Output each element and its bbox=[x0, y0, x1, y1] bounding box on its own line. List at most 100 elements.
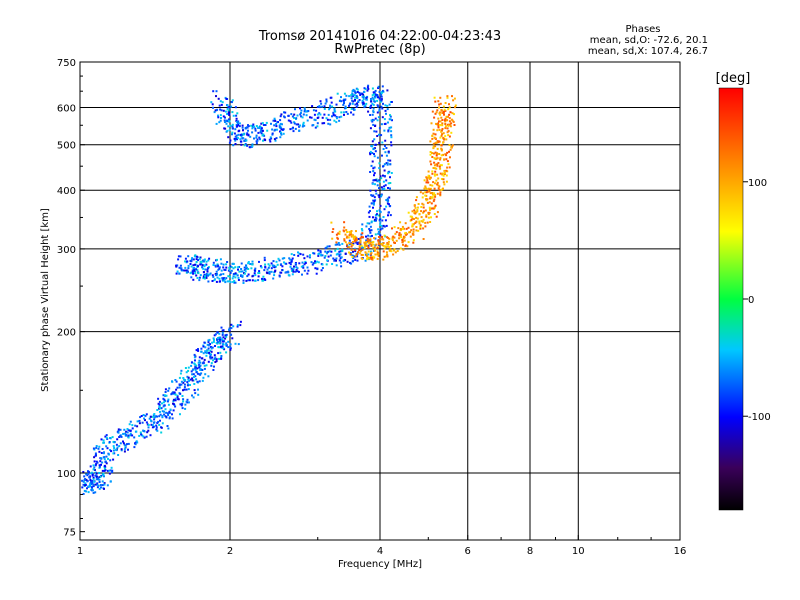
data-point bbox=[390, 126, 393, 129]
data-point bbox=[195, 258, 198, 261]
data-point bbox=[261, 277, 263, 280]
data-point bbox=[379, 100, 382, 103]
data-point bbox=[94, 491, 97, 494]
data-point bbox=[226, 113, 229, 115]
data-point bbox=[268, 138, 271, 141]
data-point bbox=[85, 490, 88, 493]
data-point bbox=[376, 213, 378, 216]
data-point bbox=[444, 109, 447, 112]
data-point bbox=[439, 113, 442, 116]
data-point bbox=[197, 388, 199, 391]
data-point bbox=[312, 252, 315, 255]
data-point bbox=[189, 272, 192, 275]
data-point bbox=[176, 394, 179, 397]
data-point bbox=[153, 416, 156, 419]
data-point bbox=[434, 194, 437, 197]
data-point bbox=[147, 426, 150, 429]
data-point bbox=[209, 356, 212, 359]
data-point bbox=[163, 413, 166, 416]
data-point bbox=[373, 155, 376, 158]
data-point bbox=[424, 225, 427, 228]
data-point bbox=[255, 125, 258, 127]
data-point bbox=[381, 188, 384, 191]
data-point bbox=[388, 246, 391, 248]
data-point bbox=[224, 334, 227, 337]
data-point bbox=[167, 403, 170, 406]
data-point bbox=[244, 143, 247, 145]
data-point bbox=[290, 113, 293, 116]
data-point bbox=[328, 250, 331, 253]
data-point bbox=[246, 275, 249, 278]
data-point bbox=[343, 239, 346, 242]
data-point bbox=[112, 452, 115, 455]
data-point bbox=[367, 110, 370, 113]
data-point bbox=[163, 410, 165, 413]
data-point bbox=[158, 403, 161, 406]
data-point bbox=[419, 191, 422, 194]
data-point bbox=[212, 340, 215, 343]
colorbar bbox=[718, 87, 744, 511]
data-point bbox=[205, 354, 208, 357]
data-point bbox=[366, 86, 369, 89]
data-point bbox=[283, 261, 285, 264]
data-point bbox=[225, 351, 228, 354]
data-point bbox=[206, 268, 209, 271]
data-point bbox=[281, 257, 284, 260]
data-point bbox=[228, 328, 230, 331]
data-point bbox=[363, 246, 366, 249]
data-point bbox=[278, 124, 281, 127]
colorbar-tick-label: -100 bbox=[748, 412, 771, 423]
data-point bbox=[207, 347, 210, 350]
data-point bbox=[432, 132, 435, 135]
data-point bbox=[216, 272, 218, 275]
data-point bbox=[356, 88, 359, 91]
data-point bbox=[187, 376, 190, 379]
data-point bbox=[382, 250, 385, 253]
data-point bbox=[247, 279, 250, 282]
data-point bbox=[427, 181, 430, 184]
data-point bbox=[383, 234, 386, 237]
data-point bbox=[358, 245, 361, 248]
data-point bbox=[444, 123, 447, 125]
data-point bbox=[422, 218, 425, 221]
data-point bbox=[415, 216, 418, 219]
data-point bbox=[376, 246, 379, 249]
data-point bbox=[444, 125, 447, 128]
data-point bbox=[324, 250, 327, 253]
data-point bbox=[224, 337, 227, 340]
data-point bbox=[415, 199, 418, 202]
data-point bbox=[373, 172, 376, 175]
data-point bbox=[439, 111, 442, 114]
data-point bbox=[336, 243, 339, 246]
data-point bbox=[172, 400, 175, 403]
data-point bbox=[429, 196, 432, 198]
data-point bbox=[335, 257, 338, 260]
y-axis-label: Stationary phase Virtual Height [km] bbox=[40, 208, 51, 392]
data-point bbox=[311, 263, 314, 266]
data-point bbox=[321, 122, 324, 125]
data-point bbox=[193, 367, 196, 370]
data-point bbox=[375, 130, 378, 133]
data-point bbox=[122, 440, 124, 443]
data-point bbox=[338, 119, 341, 122]
data-point bbox=[217, 116, 220, 119]
data-point bbox=[434, 195, 437, 198]
data-point bbox=[219, 119, 222, 122]
data-point bbox=[220, 345, 222, 348]
data-point bbox=[433, 157, 436, 160]
data-point bbox=[356, 243, 359, 245]
data-point bbox=[418, 213, 421, 216]
data-point bbox=[174, 393, 177, 396]
data-point bbox=[372, 119, 375, 122]
data-point bbox=[235, 117, 238, 120]
data-point bbox=[154, 415, 157, 418]
data-point bbox=[383, 129, 386, 132]
data-point bbox=[240, 274, 242, 277]
data-point bbox=[203, 277, 206, 280]
data-point bbox=[388, 237, 391, 240]
data-point bbox=[264, 124, 267, 126]
data-point bbox=[390, 136, 393, 139]
data-point bbox=[365, 239, 368, 242]
data-point bbox=[173, 391, 176, 394]
data-point bbox=[240, 270, 243, 273]
